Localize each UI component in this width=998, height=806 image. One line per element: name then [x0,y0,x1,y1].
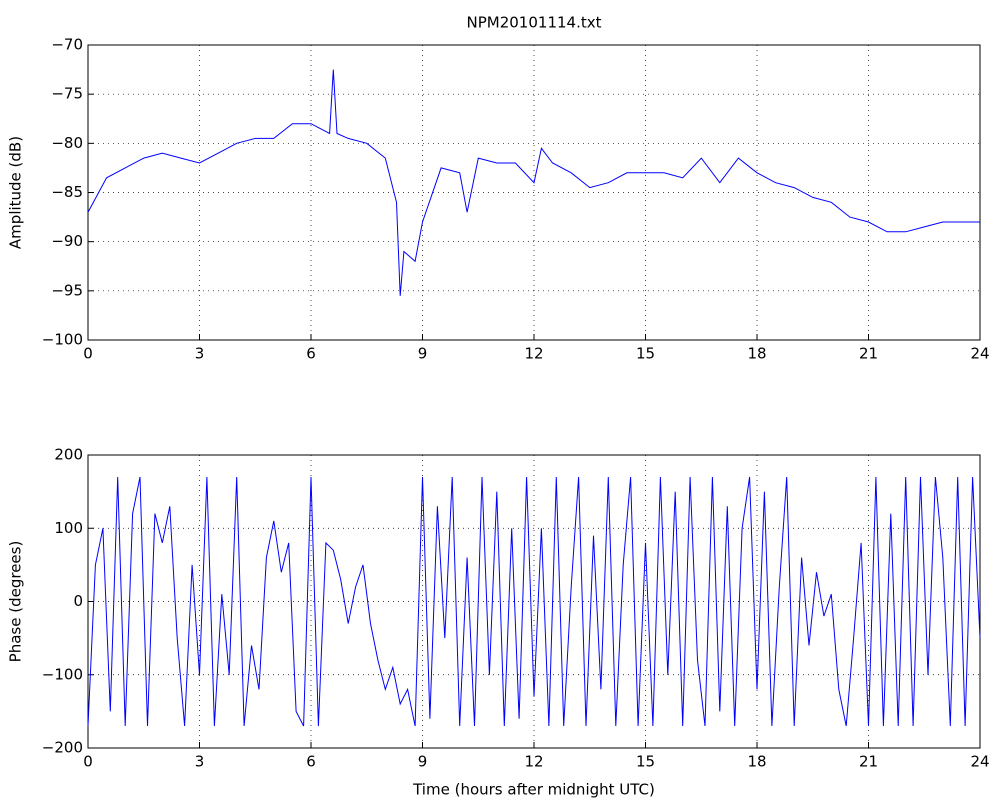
y-tick-label: 200 [54,446,83,464]
x-tick-label: 21 [859,345,878,363]
y-axis-label: Amplitude (dB) [7,136,25,249]
x-tick-label: 24 [970,345,989,363]
y-tick-label: 100 [54,519,83,537]
y-tick-label: −80 [51,134,83,152]
x-tick-label: 6 [306,345,316,363]
x-tick-label: 15 [636,753,655,771]
x-tick-label: 18 [747,345,766,363]
axes-frame [87,44,981,341]
y-tick-label: −95 [51,281,83,299]
x-tick-label: 6 [306,753,316,771]
x-tick-label: 0 [83,753,93,771]
x-tick-label: 12 [524,753,543,771]
y-tick-label: −200 [42,739,83,757]
x-tick-label: 0 [83,345,93,363]
data-line [87,69,980,296]
x-tick-label: 3 [195,345,205,363]
y-tick-label: −100 [42,331,83,349]
x-tick-label: 24 [970,753,989,771]
x-tick-label: 3 [195,753,205,771]
y-tick-label: 0 [73,592,83,610]
x-tick-label: 12 [524,345,543,363]
y-tick-label: −85 [51,183,83,201]
axes-frame [87,454,981,749]
y-tick-label: −70 [51,36,83,54]
data-line [87,476,981,727]
x-axis-label: Time (hours after midnight UTC) [412,781,655,799]
y-tick-label: −100 [42,665,83,683]
x-tick-label: 18 [747,753,766,771]
y-tick-label: −90 [51,232,83,250]
x-tick-label: 9 [418,753,428,771]
x-tick-label: 15 [636,345,655,363]
chart-title: NPM20101114.txt [467,14,602,32]
y-tick-label: −75 [51,85,83,103]
x-tick-label: 21 [859,753,878,771]
y-axis-label: Phase (degrees) [7,541,25,663]
x-tick-label: 9 [418,345,428,363]
